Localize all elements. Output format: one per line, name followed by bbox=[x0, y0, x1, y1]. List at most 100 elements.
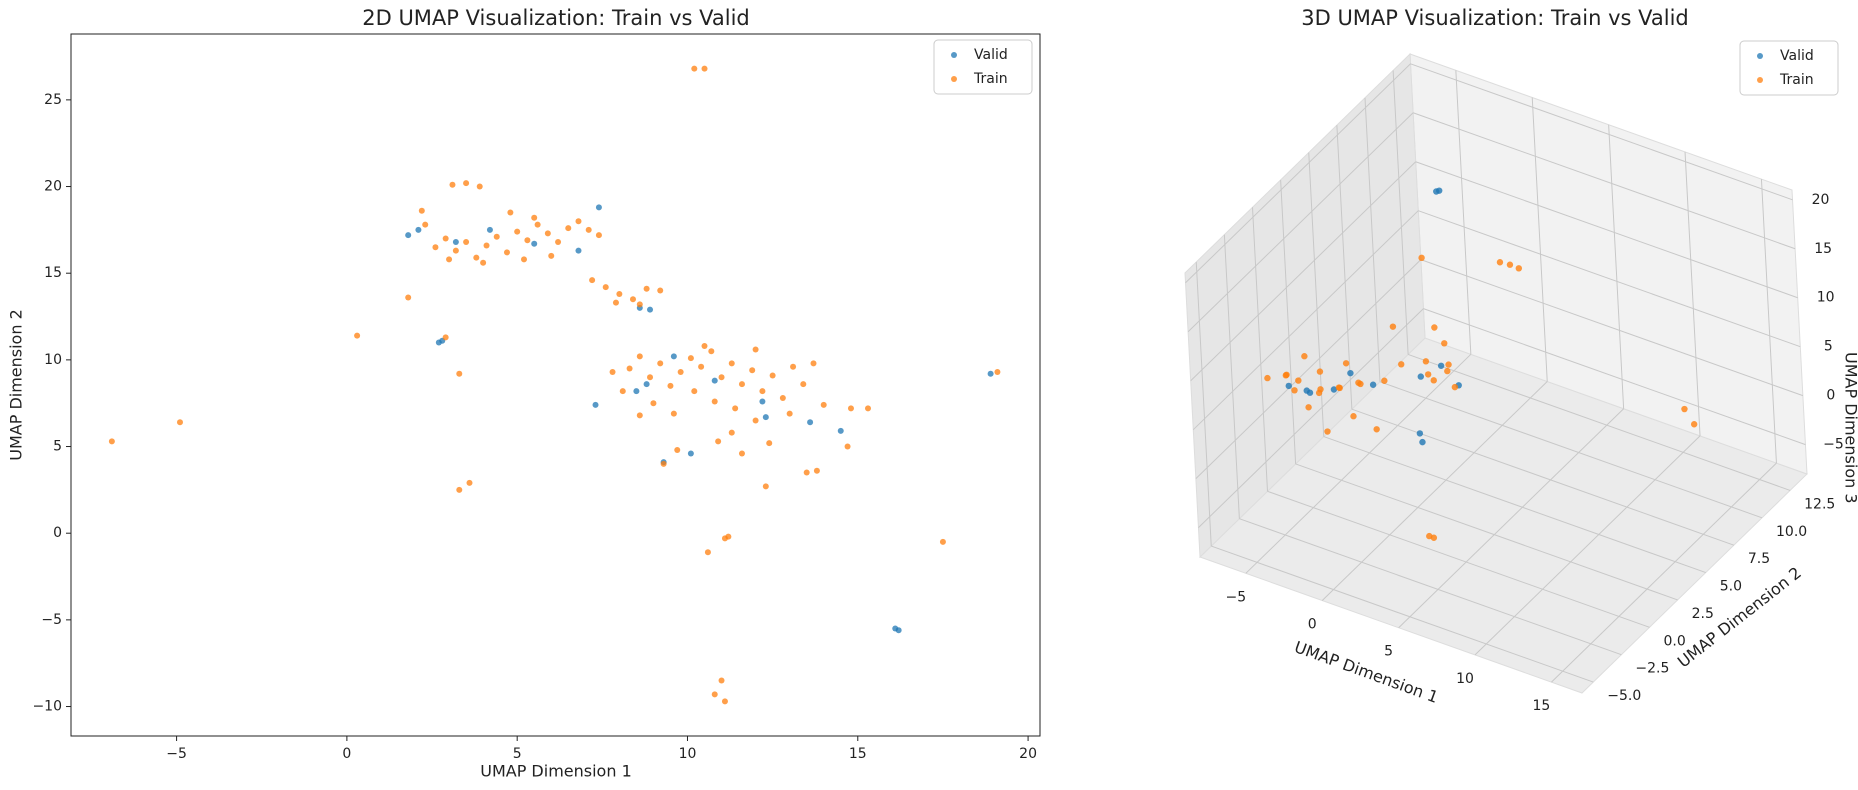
point bbox=[585, 226, 592, 233]
y-tick-label: 20 bbox=[44, 179, 62, 195]
point bbox=[548, 252, 555, 259]
point bbox=[643, 381, 650, 388]
point bbox=[670, 353, 677, 360]
point bbox=[415, 226, 422, 233]
y-tick-label: 15 bbox=[44, 265, 62, 281]
y-tick-label: 25 bbox=[44, 92, 62, 108]
point bbox=[939, 538, 946, 545]
point bbox=[667, 382, 674, 389]
point bbox=[807, 419, 814, 426]
y-tick-label: −5 bbox=[41, 612, 62, 628]
legend bbox=[1739, 40, 1839, 96]
point bbox=[725, 533, 732, 540]
point bbox=[711, 398, 718, 405]
z-tick-label: 0 bbox=[1826, 388, 1835, 404]
grid-line bbox=[1252, 207, 1268, 492]
point bbox=[452, 239, 459, 245]
grid-line bbox=[1351, 408, 1735, 546]
grid-line bbox=[1267, 490, 1650, 628]
z-tick-label: −5 bbox=[1823, 437, 1844, 453]
y-tick-label: 12.5 bbox=[1804, 496, 1835, 512]
point bbox=[1381, 377, 1388, 384]
point bbox=[405, 232, 412, 239]
point bbox=[503, 249, 510, 256]
x-tick-label: 5 bbox=[1384, 644, 1393, 660]
point bbox=[1681, 405, 1688, 413]
point bbox=[847, 405, 854, 412]
grid-line bbox=[1323, 436, 1706, 574]
point bbox=[759, 388, 766, 395]
point bbox=[1431, 324, 1438, 331]
point bbox=[701, 343, 708, 349]
point bbox=[701, 65, 708, 72]
point bbox=[565, 225, 572, 232]
point bbox=[1335, 384, 1343, 391]
y-tick-label: 10.0 bbox=[1776, 524, 1807, 540]
point bbox=[657, 287, 664, 294]
point bbox=[1437, 362, 1445, 369]
point bbox=[728, 360, 735, 367]
legend-label: Valid bbox=[974, 47, 1008, 63]
z-tick-label: 5 bbox=[1824, 339, 1833, 355]
point bbox=[1317, 386, 1324, 393]
x-tick-label: 15 bbox=[849, 746, 867, 762]
y-tick-label: −10 bbox=[32, 699, 62, 715]
point bbox=[790, 363, 797, 370]
grid-line bbox=[1239, 518, 1622, 656]
point bbox=[721, 698, 728, 705]
point bbox=[650, 400, 657, 407]
y-tick-label: 5 bbox=[53, 439, 62, 455]
point bbox=[1445, 361, 1452, 368]
point bbox=[473, 254, 480, 261]
point bbox=[476, 183, 483, 190]
point bbox=[629, 296, 636, 303]
point bbox=[1506, 261, 1514, 268]
point bbox=[1419, 438, 1426, 446]
point bbox=[619, 388, 626, 395]
grid-line bbox=[1412, 112, 1796, 250]
point bbox=[844, 443, 851, 450]
point bbox=[1305, 404, 1312, 411]
point bbox=[1306, 389, 1314, 396]
grid-line bbox=[1295, 463, 1678, 601]
point bbox=[643, 285, 650, 292]
point bbox=[762, 483, 769, 490]
point bbox=[698, 363, 705, 370]
grid-line bbox=[1211, 545, 1594, 683]
grid-line bbox=[1551, 462, 1777, 683]
point bbox=[895, 627, 902, 634]
point bbox=[1451, 383, 1459, 391]
point bbox=[575, 247, 582, 254]
point bbox=[531, 240, 538, 247]
grid-line bbox=[1187, 112, 1414, 333]
grid-line bbox=[1474, 435, 1701, 656]
point bbox=[1316, 368, 1324, 375]
legend bbox=[933, 39, 1033, 95]
point bbox=[463, 239, 470, 245]
grid-line bbox=[1198, 308, 1424, 528]
x-tick-label: 0 bbox=[342, 746, 351, 762]
chart-title: 2D UMAP Visualization: Train vs Valid bbox=[362, 6, 750, 30]
x-tick-label: 10 bbox=[679, 746, 697, 762]
grid-line bbox=[1280, 179, 1297, 464]
point bbox=[691, 65, 698, 72]
grid-line bbox=[1423, 308, 1806, 446]
point bbox=[1424, 371, 1432, 378]
grid-line bbox=[1185, 63, 1411, 284]
point bbox=[609, 369, 616, 375]
point bbox=[711, 691, 718, 698]
point bbox=[1436, 187, 1443, 194]
legend-marker bbox=[1757, 53, 1763, 59]
point bbox=[779, 395, 786, 401]
point bbox=[691, 388, 698, 395]
y-axis-label: UMAP Dimension 2 bbox=[7, 309, 26, 461]
point bbox=[657, 360, 664, 367]
y-tick-label: 10 bbox=[44, 352, 62, 368]
point bbox=[405, 294, 412, 301]
grid-line bbox=[1455, 70, 1472, 355]
point bbox=[432, 244, 439, 251]
point bbox=[1295, 377, 1302, 384]
grid-line bbox=[1364, 97, 1381, 382]
point bbox=[687, 355, 694, 362]
point bbox=[1324, 428, 1331, 435]
